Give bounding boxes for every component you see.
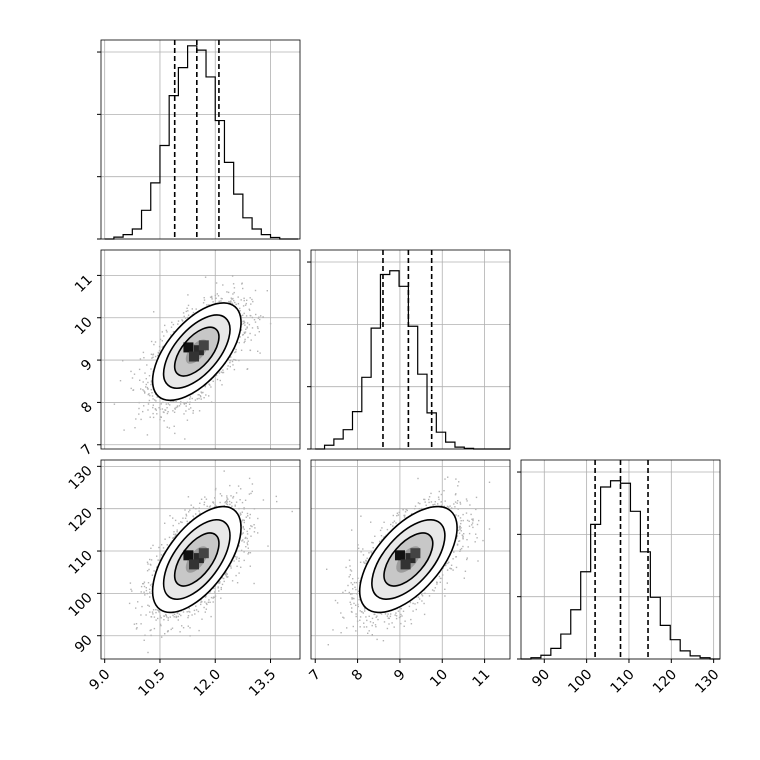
contour-line-1: [173, 326, 220, 377]
panel-content: [113, 275, 272, 440]
histogram-step: [521, 480, 720, 660]
density-core-3: [410, 548, 421, 559]
x-tick-label-0-1: 10.5: [135, 667, 168, 700]
density-core-2: [189, 559, 200, 570]
histogram-panel-2: [517, 459, 721, 660]
x-tick-label-1-3: 10: [427, 667, 451, 691]
x-tick-label-0-3: 13.5: [246, 667, 279, 700]
x-tick-label-0-2: 12.0: [191, 667, 224, 700]
density-core-3: [198, 340, 209, 351]
panel-frame: [100, 249, 301, 450]
y-tick-label-1-1: 8: [78, 399, 96, 417]
x-tick-label-1-2: 9: [391, 667, 409, 685]
x-tick-label-2-0: 90: [529, 667, 553, 691]
histogram-step: [104, 45, 299, 240]
contour-line-3: [358, 505, 458, 614]
y-tick-label-2-0: 90: [72, 632, 96, 656]
panel-content: [128, 470, 293, 654]
y-tick-label-2-3: 120: [66, 505, 96, 535]
contour-line-2: [162, 314, 231, 389]
y-tick-label-1-2: 9: [78, 357, 96, 375]
panel-frame: [100, 459, 301, 660]
histogram-panel-1: [307, 249, 511, 450]
scatter-panel-2-0: [100, 459, 301, 660]
density-core-0: [394, 550, 405, 561]
x-tick-label-2-2: 110: [608, 667, 638, 697]
panel-frame: [520, 459, 721, 660]
y-tick-label-1-3: 10: [72, 314, 96, 338]
scatter-panel-1-0: [100, 249, 301, 450]
y-tick-label-2-4: 130: [66, 463, 96, 493]
y-tick-label-1-4: 11: [72, 272, 96, 296]
contour-line-2: [371, 519, 446, 600]
contour-line-1: [173, 532, 220, 587]
density-core-0: [183, 342, 194, 353]
x-tick-label-2-4: 130: [692, 667, 722, 697]
panel-frame: [310, 249, 511, 450]
contour-line-1: [383, 532, 434, 587]
contour-line-2: [162, 519, 231, 600]
panel-content: [326, 476, 491, 646]
y-tick-label-2-2: 110: [66, 548, 96, 578]
x-tick-label-0-0: 9.0: [86, 667, 113, 694]
contour-line-3: [151, 505, 242, 614]
y-tick-label-1-0: 7: [78, 441, 96, 459]
y-tick-label-2-1: 100: [66, 590, 96, 620]
density-core-0: [183, 550, 194, 561]
x-tick-label-1-0: 7: [306, 667, 324, 685]
x-tick-label-2-3: 120: [650, 667, 680, 697]
histogram-step: [315, 270, 510, 450]
x-tick-label-2-1: 100: [565, 667, 595, 697]
density-core-2: [189, 351, 200, 362]
x-tick-label-1-1: 8: [349, 667, 367, 685]
x-tick-label-1-4: 11: [470, 667, 494, 691]
panel-frame: [310, 459, 511, 660]
panel-frame: [100, 39, 301, 240]
density-core-3: [198, 548, 209, 559]
scatter-panel-2-1: [310, 459, 511, 660]
density-core-2: [400, 559, 411, 570]
contour-line-3: [151, 302, 242, 402]
histogram-panel-0: [97, 39, 301, 240]
